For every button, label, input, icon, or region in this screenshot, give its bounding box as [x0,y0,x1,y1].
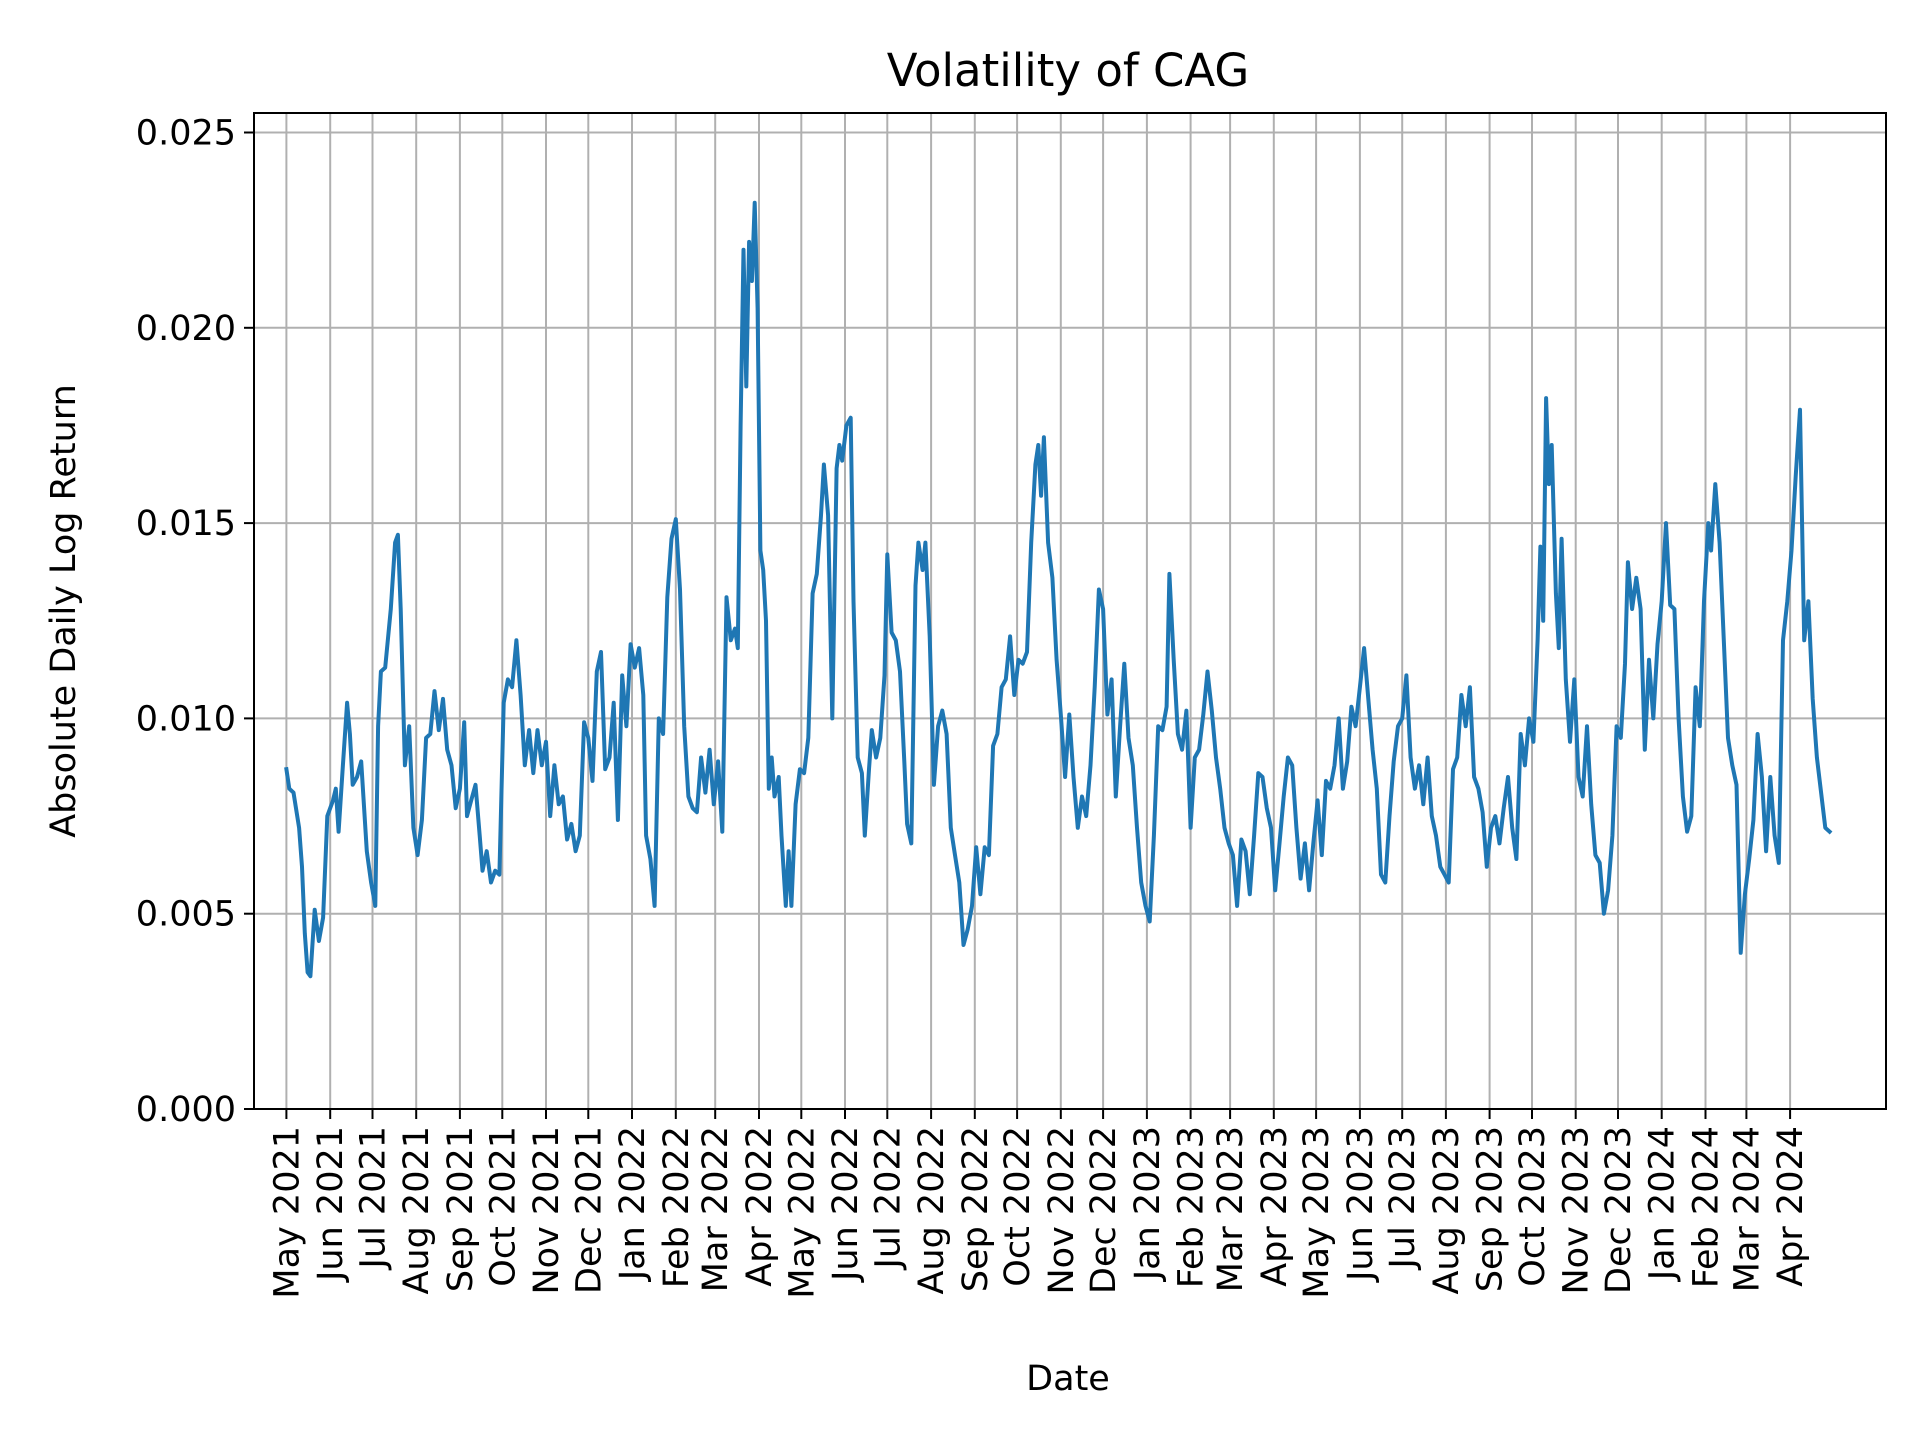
x-tick-label: Dec 2021 [569,1126,609,1294]
volatility-series-line [284,200,1833,979]
x-tick-label: Nov 2021 [527,1126,567,1295]
x-tick-label: Sep 2022 [956,1126,996,1292]
x-tick-label: Jan 2023 [1128,1126,1168,1282]
x-tick-label: Sep 2021 [441,1126,481,1292]
x-tick-label: Jan 2022 [613,1126,653,1282]
x-tick-label: Apr 2024 [1771,1126,1811,1287]
x-tick-label: Jun 2021 [311,1126,351,1283]
x-tick-label: Jul 2023 [1383,1126,1423,1270]
x-tick-label: Nov 2022 [1042,1126,1082,1295]
x-axis-label: Date [1026,1359,1110,1399]
x-tick-label: May 2023 [1297,1126,1337,1299]
x-tick-label: Oct 2021 [483,1126,523,1287]
x-tick-label: Aug 2023 [1427,1126,1467,1295]
y-tick-label: 0.020 [136,309,236,349]
x-tick-label: Apr 2023 [1255,1126,1295,1287]
x-tick-label: Sep 2023 [1471,1126,1511,1292]
x-tick-label: Feb 2024 [1687,1126,1727,1288]
y-axis-label: Absolute Daily Log Return [44,384,84,838]
series-layer [284,200,1833,979]
y-axis-ticks: 0.000 0.005 0.010 0.015 0.020 0.025 [136,114,254,1130]
y-tick-label: 0.015 [136,504,236,544]
x-tick-label: Feb 2023 [1172,1126,1212,1288]
chart-title: Volatility of CAG [887,44,1250,97]
x-tick-label: Feb 2022 [657,1126,697,1288]
x-tick-label: Oct 2023 [1513,1126,1553,1287]
x-axis-ticks: May 2021 Jun 2021 Jul 2021 Aug 2021 Sep 2021… [267,1109,1811,1299]
x-tick-label: Dec 2022 [1084,1126,1124,1294]
grid-layer [254,113,1886,1110]
x-tick-label: Aug 2022 [912,1126,952,1295]
x-tick-label: Oct 2022 [998,1126,1038,1287]
x-tick-label: Nov 2023 [1557,1126,1597,1295]
x-tick-label: Aug 2021 [397,1126,437,1295]
x-tick-label: Mar 2023 [1211,1126,1251,1292]
plot-frame [253,112,1887,1110]
x-tick-label: Jan 2024 [1643,1126,1683,1282]
y-tick-label: 0.010 [136,699,236,739]
x-tick-label: Jul 2022 [868,1126,908,1270]
y-tick-label: 0.000 [136,1090,236,1130]
y-tick-label: 0.025 [136,114,236,154]
x-tick-label: May 2022 [782,1126,822,1299]
x-tick-label: Apr 2022 [740,1126,780,1287]
x-tick-label: Jul 2021 [354,1126,394,1270]
x-tick-label: Jun 2023 [1341,1126,1381,1283]
y-tick-label: 0.005 [136,895,236,935]
x-tick-label: Mar 2024 [1727,1126,1767,1292]
x-tick-label: Dec 2023 [1599,1126,1639,1294]
x-tick-label: May 2021 [267,1126,307,1299]
x-tick-label: Mar 2022 [696,1126,736,1292]
x-tick-label: Jun 2022 [826,1126,866,1283]
